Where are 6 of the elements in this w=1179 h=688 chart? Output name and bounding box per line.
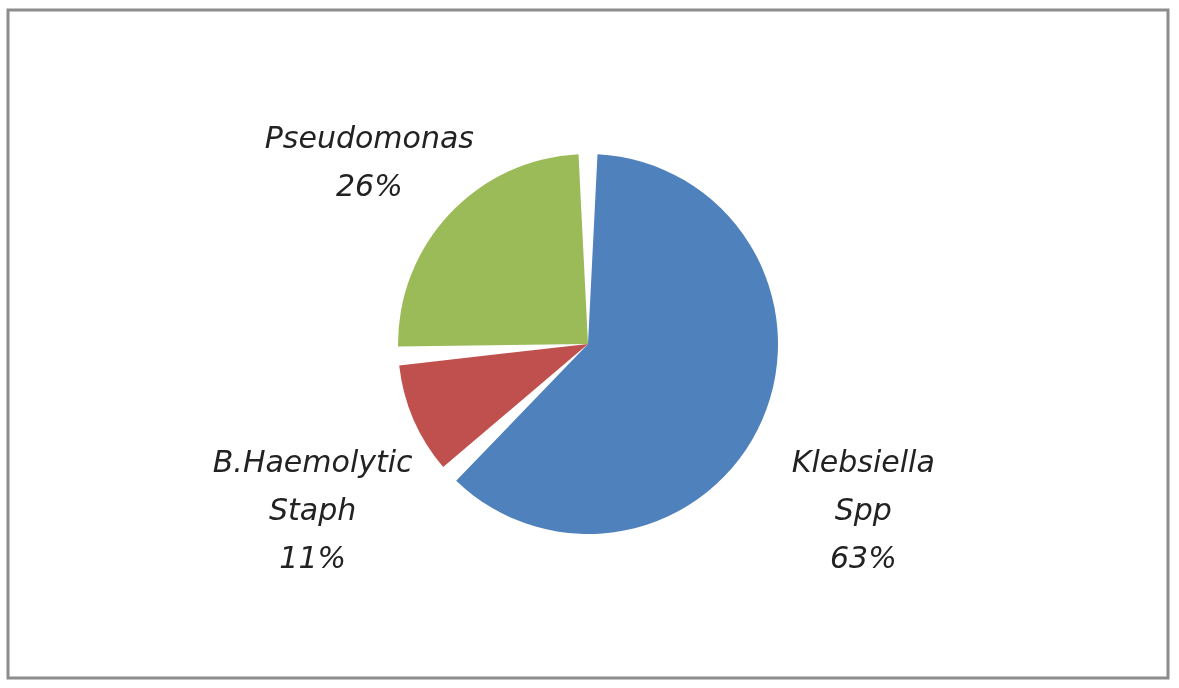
data-label: 63%: [829, 540, 897, 576]
data-label: 26%: [335, 167, 403, 203]
data-label: 11%: [279, 540, 347, 576]
slice-label: Klebsiella Spp: [791, 444, 935, 528]
slice-label: Pseudomonas: [264, 119, 474, 155]
slice-label: B.Haemolytic Staph: [212, 444, 414, 528]
